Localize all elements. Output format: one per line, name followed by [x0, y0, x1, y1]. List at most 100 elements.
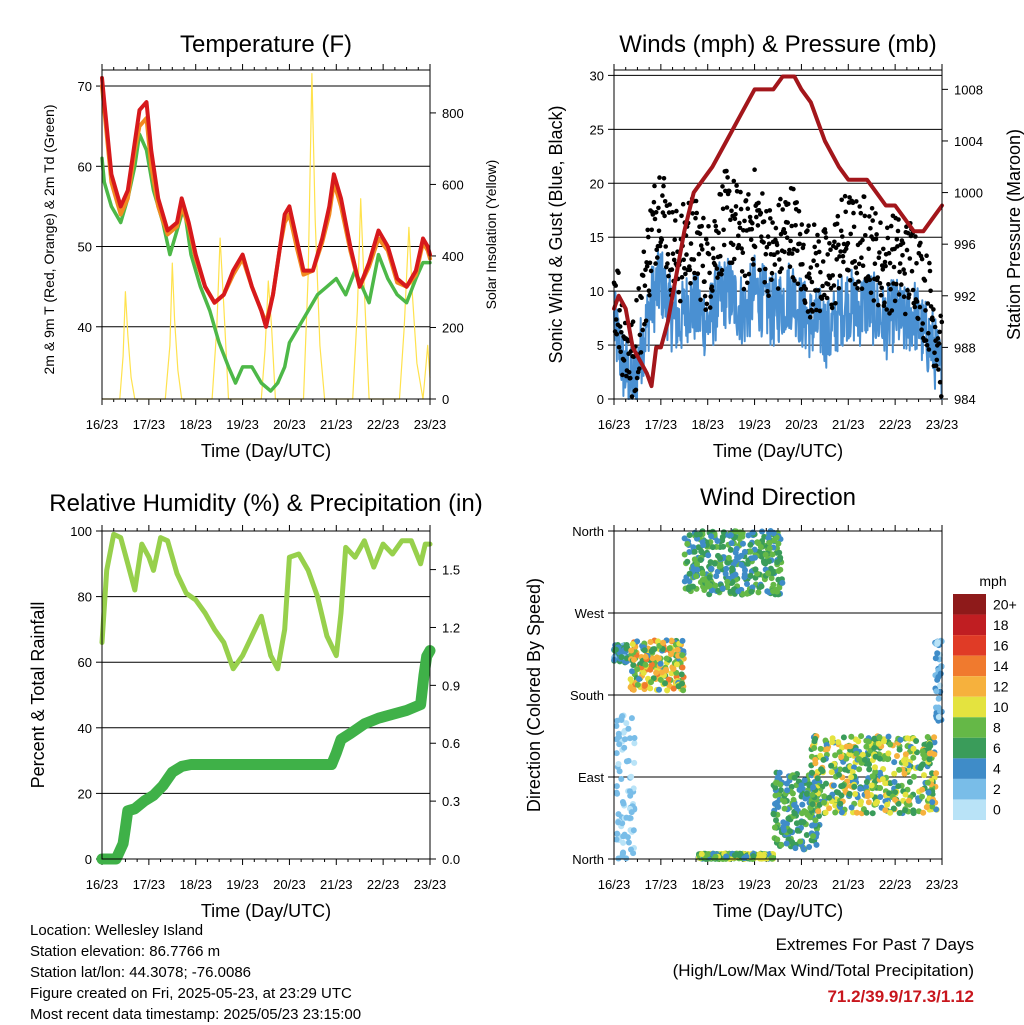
direction-point: [866, 761, 872, 768]
direction-point: [727, 546, 734, 553]
direction-point: [686, 570, 693, 577]
gust-point: [934, 357, 940, 363]
gust-point: [827, 241, 832, 246]
direction-point: [836, 771, 842, 778]
gust-point: [836, 242, 841, 248]
gust-point: [933, 363, 939, 369]
gust-point: [683, 271, 688, 277]
gust-point: [614, 331, 620, 337]
direction-point: [772, 784, 779, 791]
colorbar-swatch: [953, 799, 986, 820]
direction-point: [874, 798, 881, 805]
rh-series: [99, 531, 433, 672]
direction-point: [801, 777, 808, 784]
direction-point: [755, 540, 762, 547]
gust-point: [673, 218, 678, 223]
gust-point: [631, 354, 636, 360]
colorbar-label: 10: [993, 699, 1009, 715]
gust-point: [654, 247, 659, 253]
colorbar-swatch: [953, 614, 986, 636]
direction-point: [707, 559, 714, 566]
direction-point: [618, 776, 625, 782]
direction-point: [694, 561, 700, 568]
gust-point: [829, 305, 835, 311]
gust-point: [645, 227, 650, 233]
direction-point: [787, 828, 793, 835]
gust-point: [742, 273, 748, 279]
direction-point: [910, 773, 917, 780]
gust-point: [926, 330, 931, 336]
direction-point: [927, 742, 934, 749]
colorbar-swatch: [953, 737, 986, 759]
direction-point: [663, 655, 670, 662]
colorbar-label: 8: [993, 720, 1001, 736]
direction-point: [623, 855, 630, 862]
direction-point: [872, 764, 878, 771]
direction-point: [933, 770, 940, 777]
direction-point: [697, 531, 703, 538]
gust-point: [838, 249, 843, 254]
y2-tick-label: 0.6: [442, 736, 460, 751]
gust-point: [818, 269, 823, 275]
gust-point: [651, 199, 657, 205]
x-tick-label: 22/23: [367, 877, 400, 892]
gust-point: [894, 281, 899, 287]
plot-border: [613, 69, 943, 400]
gust-point: [782, 230, 788, 236]
direction-point: [620, 833, 627, 840]
gust-point: [820, 259, 826, 264]
gust-point: [678, 298, 683, 304]
direction-point: [838, 809, 845, 816]
gust-point: [640, 327, 645, 333]
direction-points: [611, 528, 945, 862]
gust-point: [812, 244, 817, 250]
gust-point: [679, 275, 685, 280]
direction-point: [679, 652, 686, 659]
gust-point: [775, 286, 781, 291]
direction-point: [657, 660, 664, 667]
gust-point: [742, 218, 747, 224]
x-axis-label-3: Time (Day/UTC): [201, 901, 331, 921]
y-tick-label: 20: [78, 786, 92, 801]
direction-point: [628, 846, 634, 853]
gust-point: [711, 255, 716, 261]
direction-point: [814, 775, 821, 782]
gust-point: [666, 273, 671, 279]
direction-point: [749, 555, 756, 562]
direction-point: [835, 739, 842, 746]
x-tick-label: 20/23: [273, 877, 306, 892]
y-axis-label-dir: Direction (Colored By Speed): [524, 578, 544, 812]
direction-point: [895, 783, 902, 790]
gust-point: [854, 270, 860, 276]
direction-point: [694, 566, 701, 573]
direction-point: [836, 749, 843, 756]
gust-point: [852, 281, 858, 287]
gust-point: [879, 285, 884, 291]
gust-point: [714, 266, 720, 271]
direction-point: [890, 805, 897, 812]
direction-point: [619, 850, 626, 857]
direction-point: [727, 532, 734, 539]
gust-point: [927, 260, 932, 266]
gust-point: [887, 260, 893, 266]
direction-point: [838, 754, 845, 760]
y-tick-label: South: [570, 688, 604, 703]
gust-point: [755, 223, 761, 228]
y-tick-label: 5: [597, 338, 604, 353]
gust-point: [629, 394, 635, 399]
direction-point: [737, 529, 744, 536]
direction-point: [719, 534, 726, 540]
direction-point: [659, 669, 665, 676]
x-tick-label: 20/23: [273, 417, 306, 432]
gust-point: [656, 228, 662, 234]
extremes-subtitle: (High/Low/Max Wind/Total Precipitation): [672, 961, 974, 980]
direction-point: [817, 745, 824, 752]
gust-point: [763, 251, 769, 257]
gust-point: [646, 234, 651, 240]
gust-point: [785, 220, 790, 225]
chart-title-2: Winds (mph) & Pressure (mb): [619, 31, 936, 58]
gust-point: [926, 347, 932, 352]
colorbar-swatch: [953, 696, 986, 718]
direction-point: [775, 804, 782, 810]
direction-point: [797, 838, 804, 845]
